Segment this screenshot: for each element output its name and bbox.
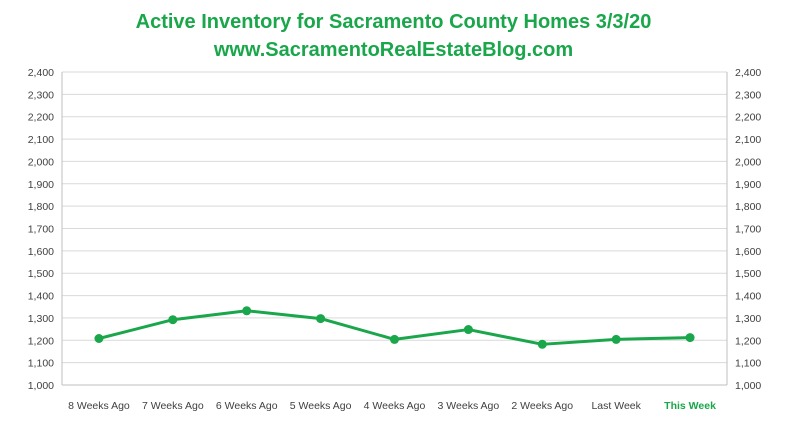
y-tick-label-right: 2,200 [735, 112, 761, 124]
y-tick-label-right: 1,400 [735, 291, 761, 303]
data-point [94, 333, 104, 343]
x-tick-label: Last Week [591, 400, 641, 412]
y-tick-label-right: 1,600 [735, 246, 761, 258]
y-tick-label-right: 2,000 [735, 156, 761, 168]
y-tick-label-right: 1,900 [735, 179, 761, 191]
y-tick-label-left: 1,800 [28, 201, 54, 213]
x-tick-label: 6 Weeks Ago [216, 400, 278, 412]
y-tick-label-right: 1,000 [735, 380, 761, 392]
x-tick-label: 8 Weeks Ago [68, 400, 130, 412]
y-tick-label-left: 1,000 [28, 380, 54, 392]
chart-title: Active Inventory for Sacramento County H… [135, 11, 652, 33]
data-point [537, 339, 547, 349]
y-tick-label-left: 2,100 [28, 134, 54, 146]
data-point [611, 334, 621, 344]
y-tick-label-left: 1,100 [28, 358, 54, 370]
y-tick-label-right: 1,100 [735, 358, 761, 370]
data-point [390, 334, 399, 344]
y-tick-label-left: 2,400 [28, 67, 54, 79]
x-tick-label: 5 Weeks Ago [290, 400, 352, 412]
y-tick-label-left: 1,200 [28, 335, 54, 347]
y-tick-label-left: 1,600 [28, 246, 54, 258]
y-tick-label-left: 2,200 [28, 112, 54, 124]
y-tick-label-left: 1,300 [28, 313, 54, 325]
y-tick-label-left: 1,900 [28, 179, 54, 191]
right-y-axis-tick-labels: 1,000 1,100 1,200 1,300 1,400 1,500 1,600 1,700… [735, 67, 761, 392]
chart-subtitle: www.SacramentoRealEstateBlog.com [213, 39, 574, 61]
x-axis-tick-labels: 8 Weeks Ago 7 Weeks Ago 6 Weeks Ago 5 Weeks… [68, 400, 716, 412]
y-tick-label-left: 1,500 [28, 268, 54, 280]
y-tick-label-left: 2,000 [28, 156, 54, 168]
data-point [168, 315, 178, 325]
y-tick-label-left: 1,400 [28, 291, 54, 303]
y-tick-label-right: 1,700 [735, 224, 761, 236]
y-tick-label-right: 1,300 [735, 313, 761, 325]
gridlines [61, 71, 728, 386]
x-tick-label: 2 Weeks Ago [511, 400, 573, 412]
y-tick-label-right: 2,100 [735, 134, 761, 146]
data-point [242, 306, 252, 316]
y-tick-label-right: 2,300 [735, 89, 761, 101]
x-tick-label: This Week [664, 400, 716, 412]
y-tick-label-right: 1,200 [735, 335, 761, 347]
left-y-axis-tick-labels: 1,000 1,100 1,200 1,300 1,400 1,500 1,600 1,700… [28, 67, 54, 392]
y-tick-label-left: 1,700 [28, 224, 54, 236]
x-tick-label: 4 Weeks Ago [364, 400, 426, 412]
y-tick-label-left: 2,300 [28, 89, 54, 101]
series-inventory [94, 306, 695, 349]
y-tick-label-right: 1,500 [735, 268, 761, 280]
x-tick-label: 7 Weeks Ago [142, 400, 204, 412]
x-tick-label: 3 Weeks Ago [438, 400, 500, 412]
data-point [316, 314, 326, 324]
y-tick-label-right: 1,800 [735, 201, 761, 213]
data-point [685, 333, 695, 343]
y-tick-label-right: 2,400 [735, 67, 761, 79]
data-point [463, 325, 473, 335]
